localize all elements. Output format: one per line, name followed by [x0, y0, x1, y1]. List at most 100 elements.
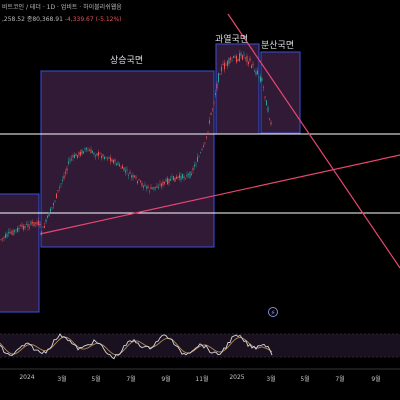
candle-body: [174, 177, 176, 182]
rise-zone-label: 상승국면: [110, 56, 144, 66]
candle-body: [102, 154, 104, 157]
overheat-zone: [215, 43, 260, 135]
price-open: ,258.52: [2, 16, 25, 23]
candle-body: [161, 183, 162, 187]
accumulation-zone: [0, 193, 40, 313]
candle-body: [168, 178, 170, 184]
candle-body: [21, 224, 23, 227]
candle-body: [222, 63, 224, 65]
candle-body: [156, 186, 158, 188]
candle-body: [234, 56, 236, 58]
candle-body: [86, 147, 87, 150]
falling-trendline[interactable]: [227, 13, 400, 269]
candle-body: [203, 145, 204, 148]
candle-body: [41, 231, 42, 233]
candle-body: [24, 225, 26, 229]
candle-body: [83, 151, 84, 154]
candle-body: [8, 232, 9, 233]
candle-body: [165, 179, 167, 182]
candle-body: [117, 162, 119, 165]
lightning-alert-icon[interactable]: ⚡: [268, 307, 278, 317]
candle-body: [221, 66, 222, 72]
candle-body: [65, 171, 66, 174]
chart-header: 비트코인 / 테더 · 1D · 업비트 · 하이블리쉬웹음: [2, 2, 122, 11]
candle-body: [114, 159, 116, 162]
candle-body: [48, 212, 50, 217]
candlestick-series: [0, 50, 272, 243]
candle-body: [44, 226, 45, 228]
candle-body: [138, 179, 140, 180]
candle-body: [171, 176, 173, 178]
candle-body: [99, 153, 101, 155]
candle-body: [107, 158, 108, 160]
candle-body: [60, 183, 62, 185]
time-axis-label: 3월: [266, 376, 276, 383]
symbol-text: 비트코인 / 테더 · 1D · 업비트 · 하이블리쉬웹음: [2, 4, 122, 11]
candle-body: [63, 175, 65, 179]
candle-body: [153, 186, 155, 190]
distribution-zone-label: 분산국면: [261, 41, 295, 51]
candle-body: [252, 63, 254, 66]
candle-body: [258, 76, 260, 78]
candle-body: [215, 93, 216, 95]
candle-body: [261, 78, 263, 81]
candle-body: [189, 172, 191, 178]
candle-body: [129, 172, 131, 174]
candle-body: [269, 118, 270, 120]
candle-body: [183, 176, 185, 179]
candle-body: [228, 58, 230, 65]
candle-body: [72, 155, 74, 158]
rising-trendline[interactable]: [39, 154, 400, 235]
candle-body: [113, 160, 114, 164]
candle-body: [30, 221, 32, 225]
overheat-zone-label: 과열국면: [215, 35, 249, 45]
candle-body: [236, 55, 237, 63]
candle-body: [39, 224, 41, 225]
candle-body: [134, 175, 135, 177]
candle-body: [90, 149, 92, 154]
candle-body: [194, 164, 195, 167]
candle-body: [122, 165, 123, 169]
candle-body: [186, 174, 188, 177]
time-axis-label: 7월: [335, 376, 345, 383]
candle-body: [212, 108, 213, 110]
candle-body: [84, 148, 86, 150]
candle-body: [158, 187, 159, 189]
candle-body: [152, 187, 153, 189]
candle-body: [14, 230, 15, 232]
candle-body: [119, 164, 120, 167]
candle-body: [180, 176, 182, 180]
time-axis-label: 5월: [300, 376, 310, 383]
candle-body: [242, 55, 243, 60]
candle-body: [69, 159, 71, 161]
candle-body: [137, 180, 138, 184]
candle-body: [77, 155, 78, 158]
candle-body: [155, 186, 156, 188]
candle-body: [98, 152, 99, 156]
candle-body: [35, 222, 36, 224]
candle-body: [0, 239, 2, 240]
candle-body: [51, 206, 53, 208]
candle-body: [3, 237, 5, 239]
candle-body: [237, 59, 239, 62]
candle-body: [233, 56, 234, 58]
candle-body: [266, 100, 267, 106]
candle-body: [32, 222, 33, 224]
candle-body: [56, 193, 57, 199]
candle-body: [20, 225, 21, 227]
candle-body: [198, 156, 200, 158]
candle-body: [75, 154, 77, 157]
time-axis-label: 9월: [161, 376, 171, 383]
candle-body: [206, 136, 207, 138]
candle-body: [248, 61, 249, 65]
candle-body: [87, 150, 89, 152]
price-close: 종80,368.91: [26, 16, 63, 23]
price-info: ,258.52 종80,368.91 -4,339.67 (-5.12%): [2, 14, 122, 23]
candle-body: [57, 190, 59, 191]
candle-body: [150, 187, 152, 190]
candle-body: [132, 175, 134, 178]
candle-body: [71, 158, 72, 160]
candle-body: [270, 122, 272, 125]
